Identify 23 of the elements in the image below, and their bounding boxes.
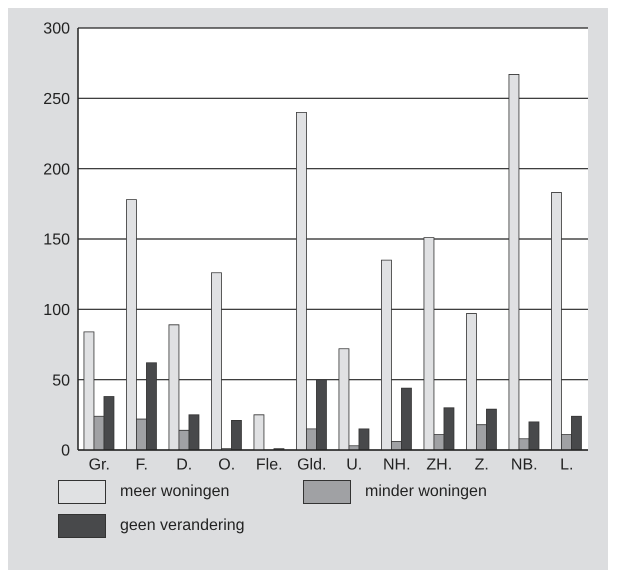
x-tick-label: NH. — [382, 456, 411, 474]
x-tick-label: NB. — [510, 456, 538, 474]
y-tick-label: 200 — [43, 161, 70, 178]
legend-label: geen verandering — [120, 517, 245, 535]
x-tick-label: Z. — [474, 456, 489, 474]
x-tick-label: O. — [218, 456, 236, 474]
y-tick-label: 150 — [43, 232, 70, 249]
bar — [254, 414, 264, 450]
legend-label: minder woningen — [365, 483, 487, 501]
x-tick-label: Gld. — [297, 456, 326, 474]
y-tick-label: 250 — [43, 91, 70, 108]
y-tick-label: 50 — [52, 372, 70, 390]
x-tick-label: Fle. — [256, 456, 283, 474]
x-tick-label: F. — [136, 456, 148, 474]
legend-label: meer woningen — [120, 483, 230, 501]
x-tick-label: L. — [560, 456, 574, 474]
x-tick-label: U. — [346, 456, 362, 474]
y-tick-label: 100 — [43, 302, 70, 320]
y-tick-label: 0 — [61, 442, 70, 460]
x-tick-label: D. — [176, 456, 192, 474]
y-tick-label: 300 — [43, 20, 70, 38]
x-tick-label: ZH. — [426, 456, 452, 474]
x-tick-label: Gr. — [88, 456, 110, 474]
